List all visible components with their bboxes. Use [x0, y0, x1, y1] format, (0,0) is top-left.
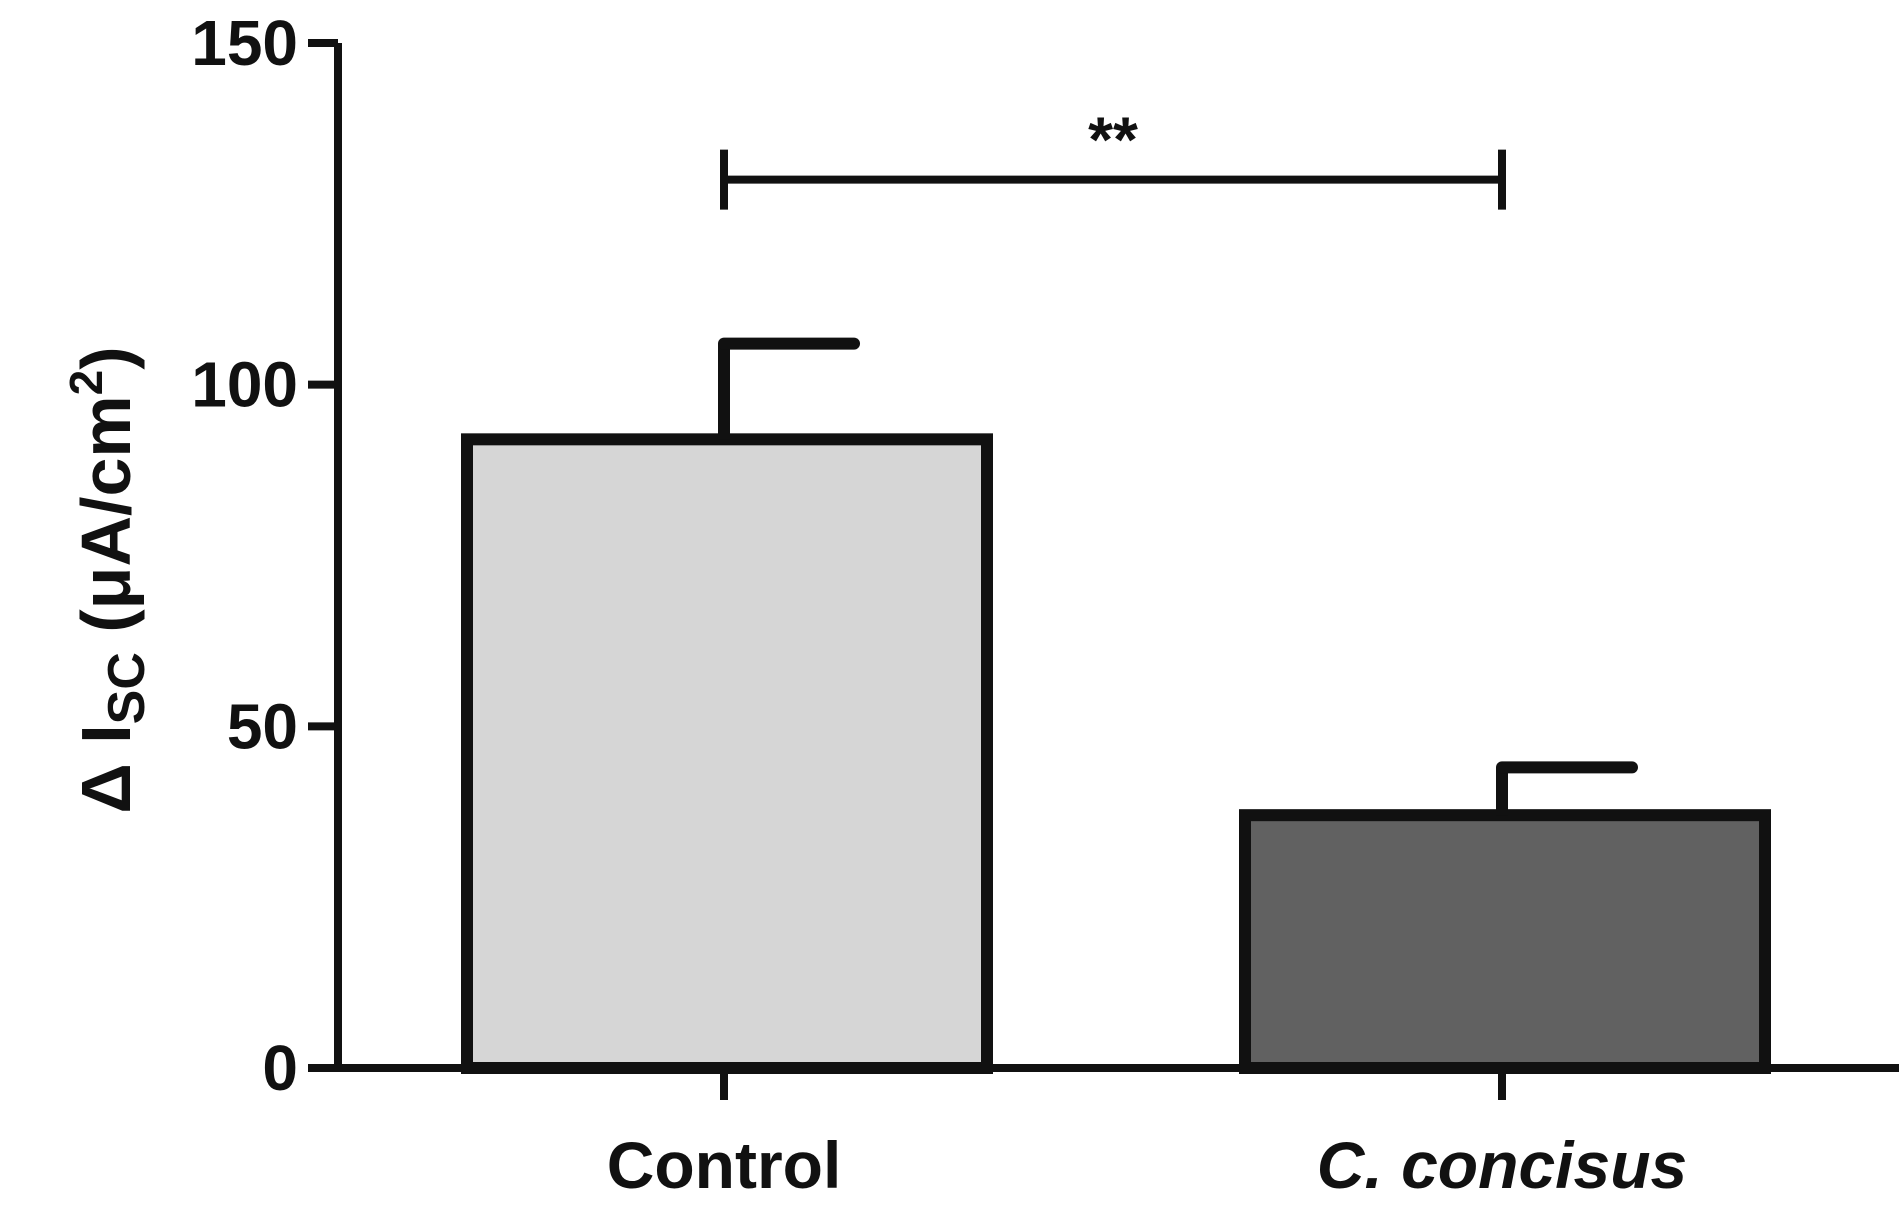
bar — [461, 433, 993, 1075]
x-category-label: C. concisus — [1317, 1128, 1687, 1202]
y-tick-label: 150 — [191, 7, 298, 79]
x-categories: Control C. concisus — [607, 1068, 1687, 1202]
error-bars — [718, 337, 1638, 816]
y-tick-label: 0 — [262, 1032, 298, 1104]
bars — [461, 433, 1771, 1075]
y-tick-label: 50 — [227, 690, 298, 762]
bar — [1239, 809, 1771, 1075]
significance-label: ** — [1088, 104, 1138, 176]
x-category-label: Control — [607, 1128, 842, 1202]
significance-bracket: ** — [720, 104, 1506, 210]
y-axis-label: Δ ISC (μA/cm2) — [60, 346, 156, 813]
y-ticks: 0 50 100 150 — [191, 7, 338, 1104]
y-tick-label: 100 — [191, 349, 298, 421]
